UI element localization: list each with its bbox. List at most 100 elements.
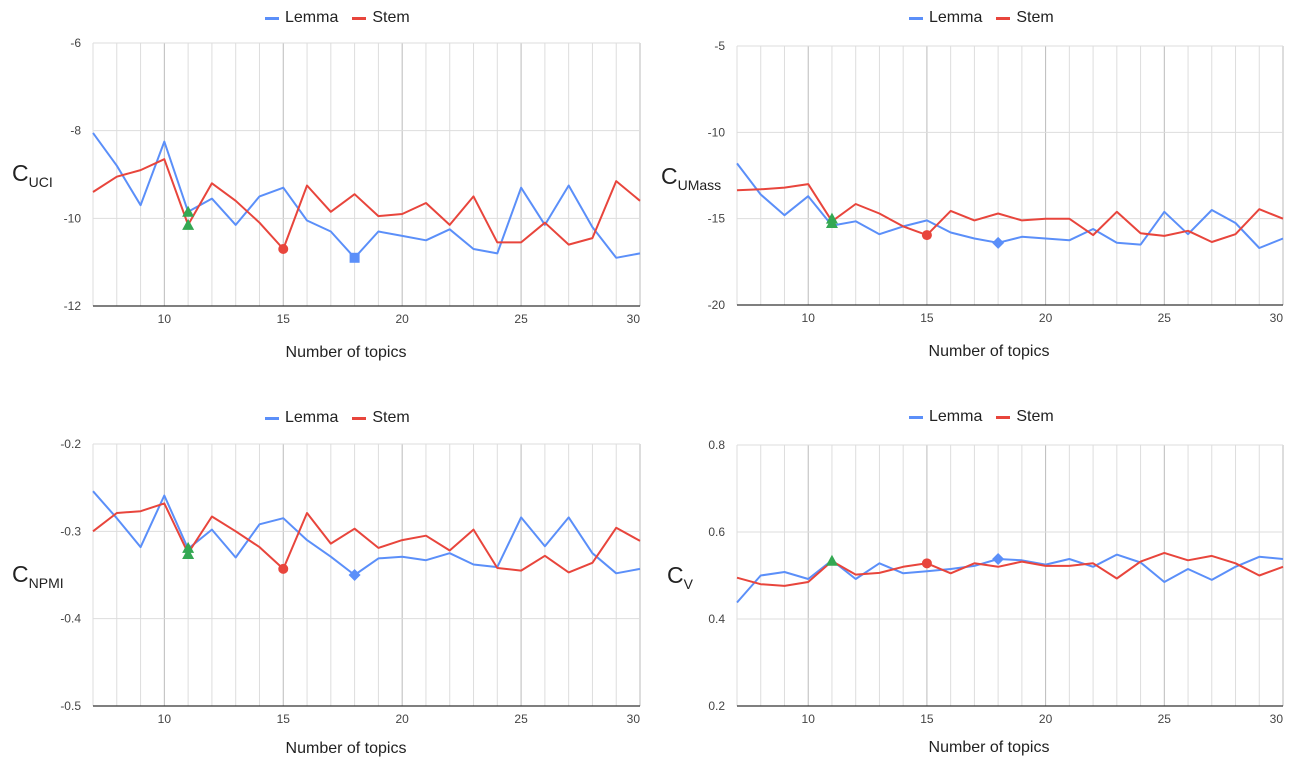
x-tick-label: 10: [802, 712, 816, 726]
x-tick-label: 15: [920, 311, 934, 325]
legend-label-lemma: Lemma: [285, 9, 339, 26]
legend-swatch-stem: [352, 416, 367, 420]
y-tick-label: -0.2: [60, 437, 81, 451]
x-tick-label: 30: [1270, 712, 1284, 726]
legend-label-lemma: Lemma: [929, 9, 983, 26]
x-tick-label: 15: [920, 712, 934, 726]
marker-triangle: [182, 548, 195, 560]
chart-cv: Lemma Stem CV 0.2 0.4 0.6 0.8 10 15 20 25 30 Num…: [650, 379, 1299, 758]
legend-swatch-stem: [996, 16, 1011, 20]
marker-diamond: [992, 552, 1005, 565]
y-tick-label: -15: [708, 212, 726, 226]
x-tick-label: 20: [1039, 311, 1053, 325]
y-tick-label: -6: [70, 36, 81, 50]
legend-swatch-lemma: [909, 16, 923, 20]
y-tick-label: 0.2: [708, 699, 725, 713]
legend-label-stem: Stem: [372, 409, 410, 426]
legend-item-stem: Stem: [996, 9, 1054, 27]
x-tick-label: 20: [395, 312, 409, 326]
x-tick-label: 25: [514, 712, 528, 726]
x-axis-label: Number of topics: [285, 740, 407, 757]
marker-triangle: [825, 216, 838, 228]
legend: Lemma Stem: [909, 9, 1054, 27]
x-tick-label: 20: [395, 712, 409, 726]
chart-npmi: Lemma Stem CNPMI -0.5 -0.4 -0.3 -0.2 10 15 20 2…: [0, 379, 650, 758]
marker-triangle: [182, 218, 195, 230]
marker-circle: [278, 244, 289, 255]
x-tick-label: 25: [1158, 712, 1172, 726]
legend-swatch-lemma: [265, 16, 279, 20]
x-tick-label: 25: [1158, 311, 1172, 325]
x-axis-label: Number of topics: [928, 739, 1050, 756]
legend-item-lemma: Lemma: [909, 9, 982, 27]
legend-label-stem: Stem: [1016, 9, 1054, 26]
x-axis-label: Number of topics: [928, 343, 1050, 360]
x-axis-label: Number of topics: [285, 344, 407, 361]
y-tick-label: -12: [64, 299, 82, 313]
series-line-lemma: [736, 162, 1284, 249]
marker-diamond: [992, 236, 1005, 249]
legend-item-lemma: Lemma: [265, 409, 338, 427]
legend-item-stem: Stem: [996, 408, 1054, 426]
x-tick-label: 20: [1039, 712, 1053, 726]
chart-umass: Lemma Stem CUMass -20 -15 -10 -5 10 15 20 25 30 …: [650, 0, 1299, 379]
y-tick-label: -20: [708, 298, 726, 312]
legend-swatch-lemma: [909, 415, 923, 419]
plot-area: -12 -10 -8 -6 10 15 20 25 30: [64, 36, 641, 326]
chart-uci: Lemma Stem CUCI -12 -10 -8 -6 10 15 20 25 30 Num…: [0, 0, 650, 379]
y-axis-label: CV: [667, 562, 693, 592]
marker-circle: [921, 230, 932, 241]
y-tick-label: -5: [714, 39, 725, 53]
legend-label-stem: Stem: [372, 9, 410, 26]
legend-label-stem: Stem: [1016, 408, 1054, 425]
x-tick-label: 15: [277, 712, 291, 726]
marker-diamond: [348, 569, 361, 581]
legend-swatch-stem: [352, 16, 367, 20]
marker-triangle: [825, 554, 838, 566]
x-tick-label: 10: [158, 312, 172, 326]
marker-circle: [278, 563, 289, 574]
y-axis-label: CNPMI: [12, 561, 64, 591]
marker-triangle: [182, 541, 195, 553]
x-tick-label: 30: [627, 312, 641, 326]
plot-area: -20 -15 -10 -5 10 15 20 25 30: [708, 39, 1284, 325]
x-tick-label: 30: [1270, 311, 1284, 325]
legend-label-lemma: Lemma: [929, 408, 983, 425]
y-tick-label: 0.6: [708, 525, 725, 539]
y-tick-label: -10: [708, 125, 726, 139]
series-line-stem: [736, 183, 1284, 243]
legend: Lemma Stem: [909, 408, 1054, 426]
y-axis-label: CUMass: [661, 163, 722, 193]
legend-swatch-stem: [996, 415, 1011, 419]
legend: Lemma Stem: [265, 409, 410, 427]
legend-item-stem: Stem: [352, 409, 410, 427]
marker-square: [349, 252, 360, 263]
y-tick-label: -0.4: [60, 612, 81, 626]
y-axis-label: CUCI: [12, 160, 53, 190]
series-line-lemma: [92, 490, 641, 576]
y-tick-label: 0.4: [708, 612, 725, 626]
legend-item-stem: Stem: [352, 9, 410, 27]
x-tick-label: 10: [802, 311, 816, 325]
plot-area: -0.5 -0.4 -0.3 -0.2 10 15 20 25 30: [60, 437, 641, 726]
marker-circle: [921, 558, 932, 569]
legend-item-lemma: Lemma: [909, 408, 982, 426]
y-tick-label: -0.3: [60, 524, 81, 538]
series-line-lemma: [92, 132, 641, 259]
x-tick-label: 10: [158, 712, 172, 726]
legend: Lemma Stem: [265, 9, 410, 27]
marker-triangle: [182, 205, 195, 217]
y-tick-label: -8: [70, 124, 81, 138]
y-tick-label: 0.8: [708, 438, 725, 452]
legend-label-lemma: Lemma: [285, 409, 339, 426]
series-line-lemma: [736, 553, 1284, 604]
y-tick-label: -10: [64, 211, 82, 225]
legend-swatch-lemma: [265, 416, 279, 420]
x-tick-label: 15: [277, 312, 291, 326]
y-tick-label: -0.5: [60, 699, 81, 713]
series-line-stem: [92, 502, 641, 574]
legend-item-lemma: Lemma: [265, 9, 338, 27]
x-tick-label: 25: [514, 312, 528, 326]
x-tick-label: 30: [627, 712, 641, 726]
